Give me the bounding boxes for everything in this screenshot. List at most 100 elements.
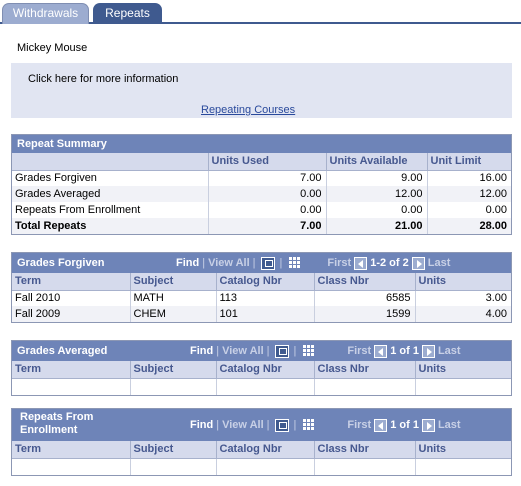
grades-forgiven-grid: Grades Forgiven Find | View All | | Firs…: [11, 252, 512, 323]
view-all-link[interactable]: View All: [222, 418, 264, 431]
info-box: Click here for more information Repeatin…: [11, 63, 512, 118]
term-cell: [12, 378, 130, 395]
column-header: Units Available: [325, 153, 427, 171]
separator: |: [279, 257, 283, 269]
tab-repeats[interactable]: Repeats: [93, 3, 162, 24]
last-link[interactable]: Last: [427, 257, 451, 269]
grades-averaged-title: Grades Averaged: [17, 345, 108, 357]
row-range: 1 of 1: [390, 418, 419, 431]
column-header: Units Used: [207, 153, 326, 171]
column-header: Catalog Nbr: [215, 441, 314, 459]
catalog-cell: [215, 378, 314, 395]
row-label: Total Repeats: [12, 218, 208, 234]
row-label: Grades Forgiven: [15, 172, 97, 185]
subject-cell: CHEM: [129, 306, 216, 322]
repeats-enrollment-table: Term Subject Catalog Nbr Class Nbr Units: [12, 441, 511, 475]
separator: |: [293, 345, 297, 357]
empty-row: [12, 458, 511, 475]
grades-forgiven-table: Term Subject Catalog Nbr Class Nbr Units…: [12, 273, 511, 322]
previous-arrow-icon[interactable]: [354, 256, 368, 270]
row-label: Repeats From Enrollment: [15, 204, 141, 216]
subject-cell: MATH: [129, 290, 216, 306]
find-link[interactable]: Find: [190, 345, 214, 357]
unit-limit: 16.00: [426, 170, 511, 186]
last-link[interactable]: Last: [437, 418, 461, 431]
units-cell: [414, 378, 511, 395]
view-all-link[interactable]: View All: [222, 345, 264, 357]
first-link[interactable]: First: [347, 418, 372, 431]
view-all-link[interactable]: View All: [208, 257, 250, 269]
download-grid-icon[interactable]: [303, 345, 316, 357]
column-header: Term: [12, 361, 130, 379]
column-header: [12, 153, 208, 171]
previous-arrow-icon[interactable]: [374, 418, 388, 432]
download-grid-icon[interactable]: [303, 419, 316, 431]
grid-navigation: Find | View All | | First 1 of 1 Last: [190, 409, 461, 441]
separator: |: [252, 257, 256, 269]
repeats-enrollment-title-line2: Enrollment: [20, 424, 78, 436]
term-cell: Fall 2010: [15, 292, 61, 305]
column-header: Catalog Nbr: [215, 273, 314, 291]
table-row: Fall 2009 CHEM 101 1599 4.00: [12, 306, 511, 322]
separator: |: [293, 418, 297, 431]
table-row: Repeats From Enrollment 0.00 0.00 0.00: [12, 202, 511, 218]
student-name: Mickey Mouse: [17, 42, 88, 54]
separator: |: [202, 257, 206, 269]
catalog-cell: [215, 458, 314, 475]
row-label: Grades Averaged: [12, 186, 208, 202]
first-link[interactable]: First: [327, 257, 352, 269]
column-header: Subject: [129, 273, 216, 291]
separator: |: [266, 345, 270, 357]
find-link[interactable]: Find: [176, 257, 200, 269]
column-header: Units: [414, 273, 511, 291]
units-available: 21.00: [325, 218, 427, 234]
unit-limit: 12.00: [426, 186, 511, 202]
repeat-summary-grid: Repeat Summary Units Used Units Availabl…: [11, 134, 512, 235]
grades-averaged-table: Term Subject Catalog Nbr Class Nbr Units: [12, 361, 511, 395]
grades-averaged-header: Grades Averaged Find | View All | | Firs…: [12, 341, 511, 361]
subject-cell: [129, 458, 216, 475]
download-grid-icon[interactable]: [289, 257, 302, 269]
zoom-icon[interactable]: [274, 418, 289, 432]
first-link[interactable]: First: [347, 345, 372, 357]
zoom-icon[interactable]: [274, 344, 289, 358]
units-used: 7.00: [207, 170, 326, 186]
separator: |: [266, 418, 270, 431]
column-header: Class Nbr: [313, 273, 415, 291]
last-link[interactable]: Last: [437, 345, 461, 357]
tab-bar: Withdrawals Repeats: [0, 0, 521, 24]
separator: |: [216, 418, 220, 431]
repeats-enrollment-title-line1: Repeats From: [20, 411, 94, 423]
units-cell: [414, 458, 511, 475]
column-header: Subject: [129, 441, 216, 459]
repeats-enrollment-grid: Repeats From Enrollment Find | View All …: [11, 408, 512, 476]
repeat-summary-table: Units Used Units Available Unit Limit Gr…: [12, 153, 511, 234]
repeats-enrollment-header: Repeats From Enrollment Find | View All …: [12, 409, 511, 441]
column-header: Class Nbr: [313, 361, 415, 379]
tab-withdrawals[interactable]: Withdrawals: [2, 3, 89, 24]
table-header-row: Units Used Units Available Unit Limit: [12, 153, 511, 171]
repeating-courses-link[interactable]: Repeating Courses: [201, 104, 296, 116]
row-range: 1 of 1: [390, 345, 419, 357]
column-header: Term: [12, 441, 130, 459]
row-range: 1-2 of 2: [370, 257, 409, 269]
zoom-icon[interactable]: [260, 256, 275, 270]
term-cell: Fall 2009: [12, 306, 130, 322]
grades-averaged-grid: Grades Averaged Find | View All | | Firs…: [11, 340, 512, 396]
next-arrow-icon[interactable]: [421, 344, 435, 358]
units-cell: 3.00: [414, 290, 511, 306]
find-link[interactable]: Find: [190, 418, 214, 431]
table-row: Fall 2010 MATH 113 6585 3.00: [12, 290, 511, 306]
column-header: Subject: [129, 361, 216, 379]
previous-arrow-icon[interactable]: [374, 344, 388, 358]
column-header: Units: [414, 361, 511, 379]
next-arrow-icon[interactable]: [411, 256, 425, 270]
term-cell: [12, 458, 130, 475]
units-available: 9.00: [325, 170, 427, 186]
units-cell: 4.00: [414, 306, 511, 322]
column-header: Unit Limit: [426, 153, 511, 171]
class-nbr-cell: 6585: [313, 290, 415, 306]
next-arrow-icon[interactable]: [421, 418, 435, 432]
grid-navigation: Find | View All | | First 1-2 of 2 Last: [176, 253, 450, 273]
units-available: 12.00: [325, 186, 427, 202]
